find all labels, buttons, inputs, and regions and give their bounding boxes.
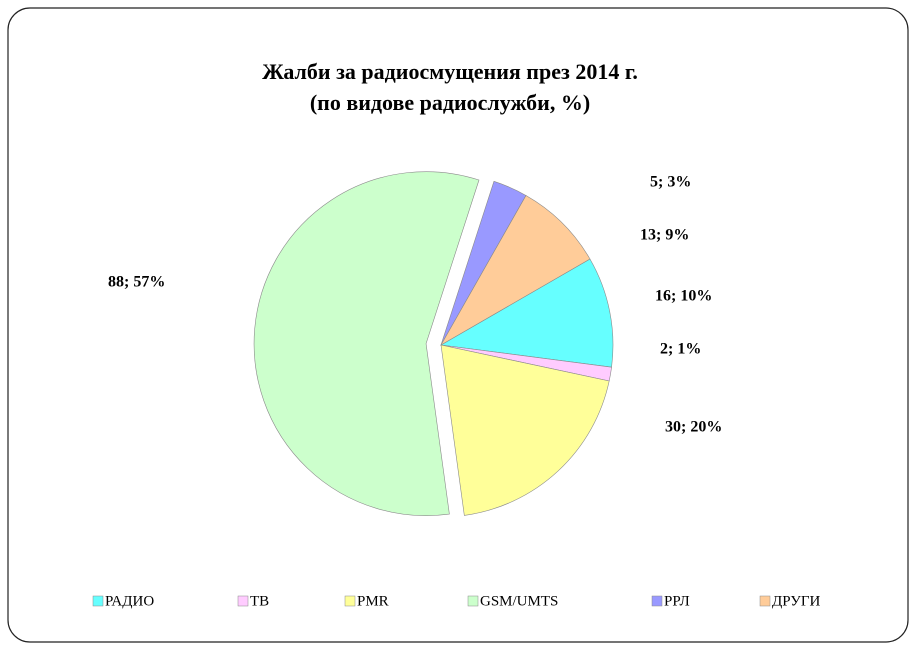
legend-label: ТВ	[250, 593, 269, 609]
legend-swatch	[467, 595, 479, 607]
data-label: 2; 1%	[660, 341, 701, 358]
legend-swatch	[344, 595, 356, 607]
data-label: 16; 10%	[655, 288, 712, 305]
data-label: 5; 3%	[650, 174, 691, 191]
chart-subtitle: (по видове радиослужби, %)	[310, 90, 590, 115]
legend-swatch	[92, 595, 104, 607]
data-label: 13; 9%	[640, 227, 689, 244]
data-label: 88; 57%	[108, 274, 165, 291]
pie-slice	[253, 171, 480, 516]
legend-swatch	[651, 595, 663, 607]
legend-label: PMR	[357, 593, 389, 609]
pie-slice	[440, 195, 591, 346]
legend-label: ДРУГИ	[772, 593, 820, 609]
pie-slice	[440, 258, 614, 368]
chart-title: Жалби за радиосмущения през 2014 г.	[262, 59, 638, 84]
legend-label: РАДИО	[105, 593, 154, 609]
legend-label: GSM/UMTS	[480, 593, 558, 609]
legend-label: РРЛ	[664, 593, 690, 609]
legend-swatch	[759, 595, 771, 607]
pie-slice	[440, 344, 610, 516]
legend-swatch	[237, 595, 249, 607]
data-label: 30; 20%	[665, 419, 722, 436]
